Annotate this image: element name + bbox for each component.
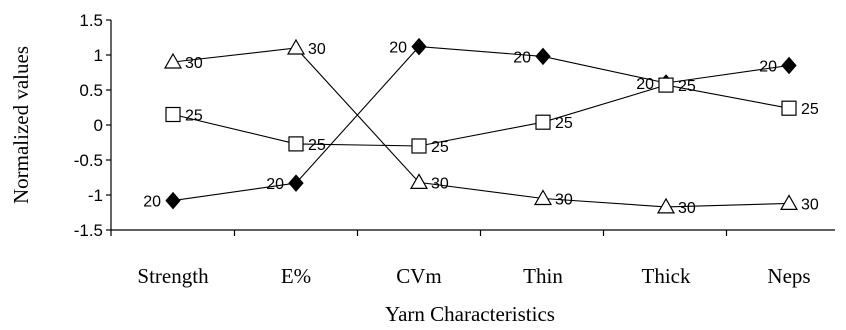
data-point — [411, 37, 427, 56]
data-label: 25 — [678, 78, 696, 95]
x-tick-label: Strength — [137, 264, 209, 288]
data-label: 20 — [513, 49, 531, 66]
y-ticks: 1.5 1 0.5 0 -0.5 -1 -1.5 — [74, 11, 111, 240]
series-square: 25 25 25 25 25 25 — [165, 77, 819, 156]
data-label: 20 — [389, 40, 407, 57]
series-diamond: 20 20 20 20 20 20 — [143, 37, 797, 211]
series-line — [172, 47, 790, 208]
data-label: 30 — [431, 175, 449, 192]
x-tick-label: CVm — [396, 264, 442, 288]
x-axis-title: Yarn Characteristics — [385, 302, 555, 326]
data-point — [165, 191, 181, 210]
data-label: 20 — [759, 59, 777, 76]
x-tick-label: Thick — [642, 264, 691, 288]
data-point — [286, 38, 306, 55]
data-label: 20 — [266, 176, 284, 193]
data-label: 25 — [555, 115, 573, 132]
series-line — [172, 84, 790, 147]
data-point — [535, 47, 551, 66]
data-label: 30 — [185, 55, 203, 72]
y-tick-label: 0 — [94, 116, 103, 135]
x-tick-label: Thin — [523, 264, 563, 288]
series-triangle: 30 30 30 30 30 30 — [163, 38, 819, 217]
data-point — [658, 77, 674, 93]
data-point — [533, 189, 553, 206]
data-label: 25 — [801, 101, 819, 118]
x-axis: Strength E% CVm Thin Thick Neps Yarn Characte… — [110, 229, 835, 326]
data-point — [165, 106, 181, 123]
data-label: 30 — [801, 196, 819, 213]
y-tick-label: 1.5 — [79, 11, 103, 30]
x-ticks: Strength E% CVm Thin Thick Neps — [110, 230, 811, 288]
x-tick-label: E% — [281, 264, 311, 288]
data-label: 20 — [636, 76, 654, 93]
y-axis-title: Normalized values — [9, 46, 33, 204]
data-label: 30 — [308, 41, 326, 58]
data-label: 25 — [431, 139, 449, 156]
series-line — [172, 46, 790, 202]
data-label: 30 — [678, 200, 696, 217]
data-point — [288, 136, 304, 152]
data-point — [409, 173, 429, 189]
data-label: 25 — [185, 108, 203, 125]
data-label: 30 — [555, 192, 573, 209]
data-point — [411, 138, 427, 154]
data-point — [781, 56, 797, 75]
y-tick-label: 0.5 — [79, 81, 103, 100]
y-tick-label: -1 — [88, 186, 103, 205]
y-axis: 1.5 1 0.5 0 -0.5 -1 -1.5 Normalized values — [9, 11, 112, 240]
data-point — [163, 52, 183, 69]
y-tick-label: -1.5 — [74, 221, 103, 240]
series-layer: 20 20 20 20 20 20 25 25 25 25 25 25 30 30 30 30 30 30 — [143, 37, 819, 217]
data-point — [535, 114, 551, 130]
x-tick-label: Neps — [767, 264, 810, 288]
data-point — [779, 194, 799, 210]
data-label: 20 — [143, 194, 161, 211]
data-label: 25 — [308, 137, 326, 154]
y-tick-label: -0.5 — [74, 151, 103, 170]
data-point — [781, 100, 797, 116]
y-tick-label: 1 — [94, 46, 103, 65]
data-point — [656, 197, 676, 214]
data-point — [288, 174, 304, 192]
